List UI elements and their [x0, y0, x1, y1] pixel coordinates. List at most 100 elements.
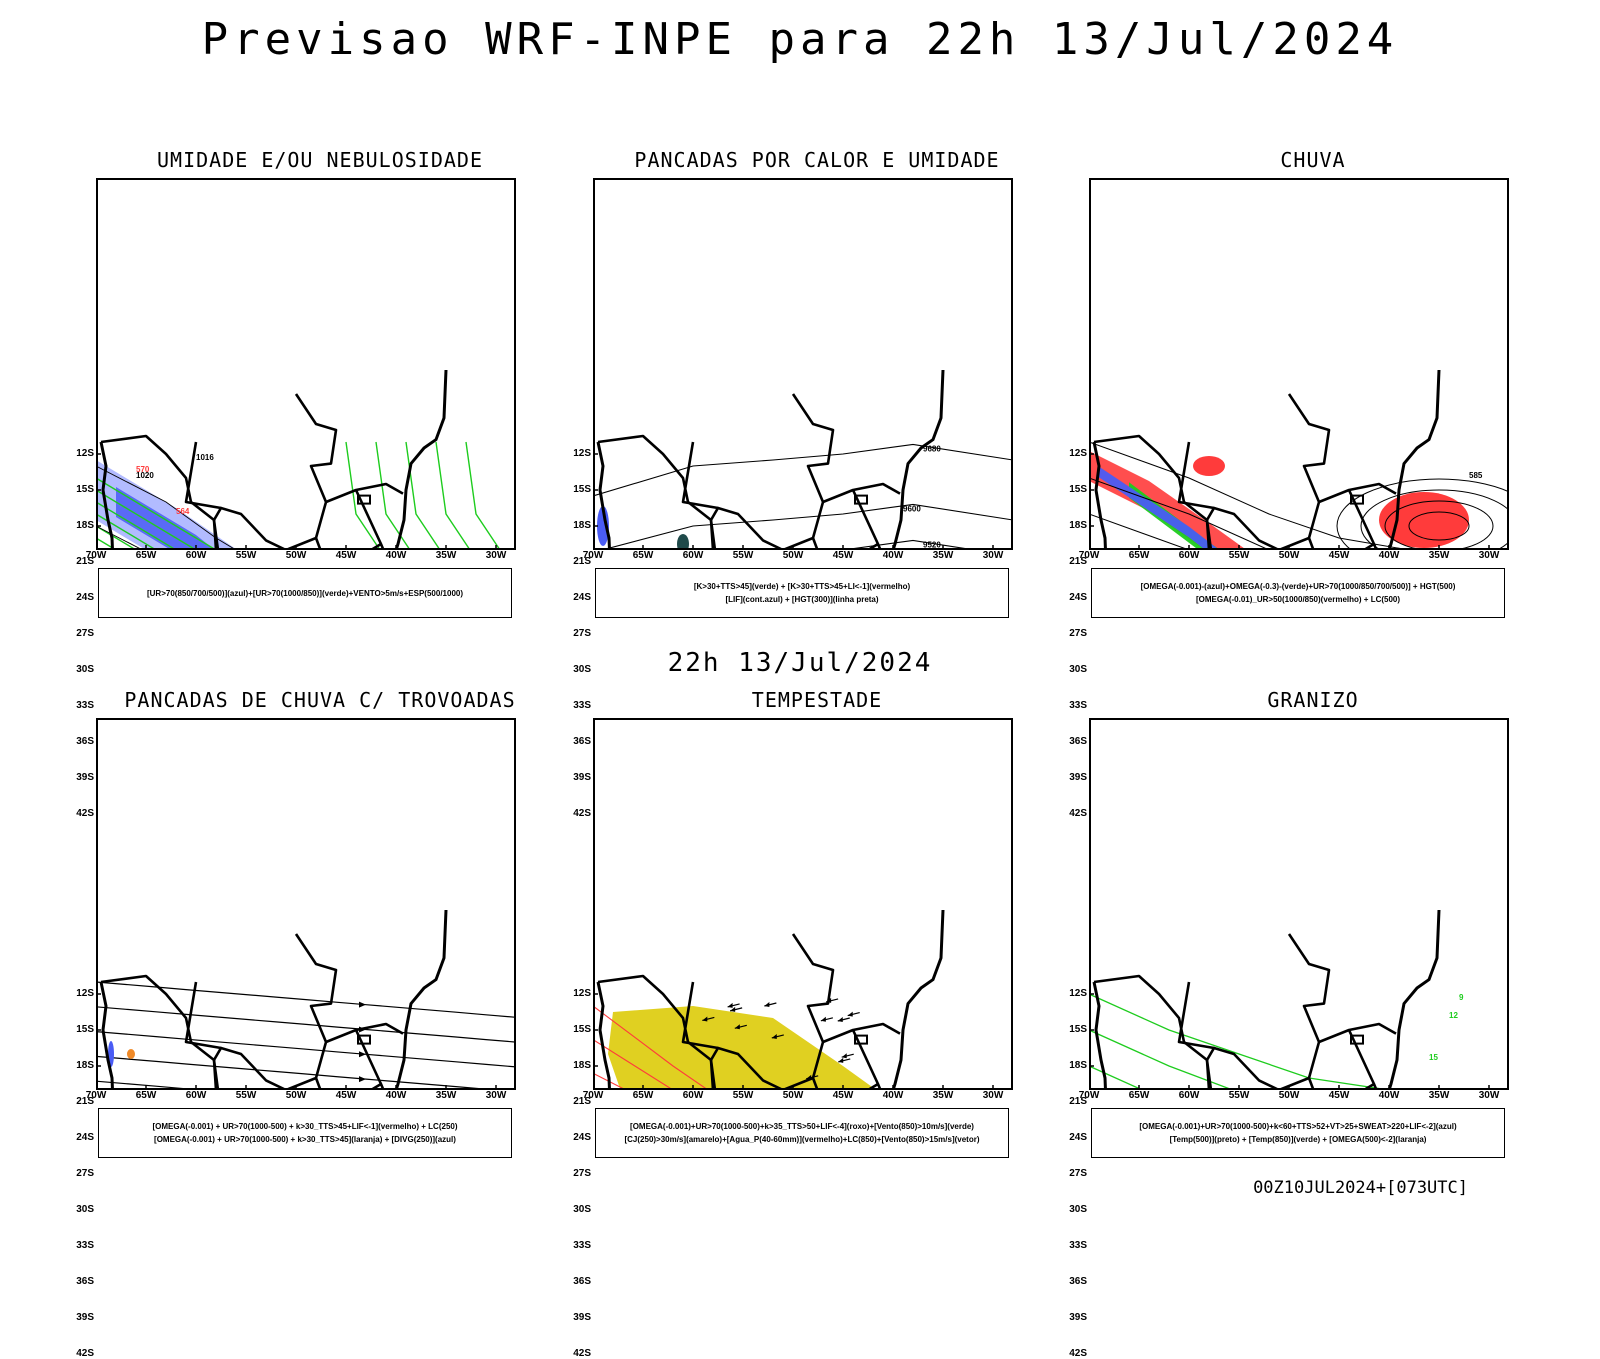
- latitude-label: 27S: [567, 1168, 591, 1179]
- map-panel: UMIDADE E/OU NEBULOSIDADE12S15S18S21S24S…: [70, 148, 570, 628]
- thunderstorm-area: [127, 1049, 135, 1059]
- longitude-label: 60W: [1174, 1090, 1204, 1101]
- longitude-label: 60W: [678, 1090, 708, 1101]
- map-panel: PANCADAS DE CHUVA C/ TROVOADAS12S15S18S2…: [70, 688, 570, 1168]
- map-border: [97, 179, 515, 549]
- longitude-label: 65W: [1124, 550, 1154, 561]
- run-timestamp: 00Z10JUL2024+[073UTC]: [1253, 1178, 1468, 1198]
- map-layers: [96, 910, 516, 1090]
- political-border: [1319, 484, 1396, 502]
- political-border: [853, 490, 890, 550]
- longitude-label: 60W: [181, 1090, 211, 1101]
- latitude-label: 42S: [70, 1348, 94, 1359]
- green-contour: [436, 442, 496, 550]
- panel-title: UMIDADE E/OU NEBULOSIDADE: [70, 148, 570, 172]
- latitude-label: 18S: [1063, 520, 1087, 531]
- longitude-label: 40W: [1374, 550, 1404, 561]
- longitude-label: 70W: [81, 550, 111, 561]
- longitude-label: 50W: [281, 550, 311, 561]
- latitude-label: 33S: [567, 1240, 591, 1251]
- map-panel: PANCADAS POR CALOR E UMIDADE12S15S18S21S…: [567, 148, 1067, 628]
- latitude-label: 33S: [70, 1240, 94, 1251]
- map-frame: 96809600952094409360928092009120: [593, 178, 1013, 550]
- legend-box: [OMEGA(-0.001)+UR>70(1000-500)+k>35_TTS>…: [595, 1108, 1009, 1158]
- latitude-label: 18S: [70, 1060, 94, 1071]
- latitude-label: 15S: [70, 484, 94, 495]
- political-border: [711, 508, 785, 550]
- latitude-label: 30S: [567, 664, 591, 675]
- longitude-label: 45W: [1324, 550, 1354, 561]
- longitude-label: 45W: [331, 1090, 361, 1101]
- latitude-label: 36S: [567, 1276, 591, 1287]
- latitude-label: 15S: [567, 1024, 591, 1035]
- legend-line: [OMEGA(-0.001)+UR>70(1000-500)+k<60+TTS>…: [1139, 1120, 1456, 1133]
- political-border: [1207, 1048, 1281, 1090]
- map-frame: -9-12-15-18-21-21912151821: [1089, 718, 1509, 1090]
- legend-line: [OMEGA(-0.001)+UR>70(1000-500)+k>35_TTS>…: [630, 1120, 974, 1133]
- longitude-label: 70W: [1074, 550, 1104, 561]
- latitude-label: 27S: [1063, 1168, 1087, 1179]
- longitude-label: 65W: [628, 550, 658, 561]
- latitude-label: 18S: [70, 520, 94, 531]
- latitude-label: 15S: [1063, 1024, 1087, 1035]
- latitude-label: 24S: [70, 1132, 94, 1143]
- longitude-label: 45W: [331, 550, 361, 561]
- latitude-label: 15S: [1063, 484, 1087, 495]
- latitude-label: 18S: [1063, 1060, 1087, 1071]
- longitude-label: 40W: [381, 1090, 411, 1101]
- longitude-label: 30W: [978, 1090, 1008, 1101]
- latitude-label: 42S: [567, 1348, 591, 1359]
- latitude-label: 30S: [70, 1204, 94, 1215]
- panel-title: PANCADAS POR CALOR E UMIDADE: [567, 148, 1067, 172]
- political-border: [1279, 934, 1329, 1090]
- map-canvas: [96, 718, 516, 1090]
- latitude-label: 18S: [567, 520, 591, 531]
- map-border: [1090, 719, 1508, 1089]
- latitude-label: 27S: [70, 1168, 94, 1179]
- longitude-label: 35W: [1424, 550, 1454, 561]
- legend-line: [K>30+TTS>45](verde) + [K>30+TTS>45+LI<-…: [694, 580, 910, 593]
- temp850-contour: [1089, 1066, 1509, 1090]
- latitude-label: 36S: [1063, 1276, 1087, 1287]
- map-canvas: 4050: [593, 718, 1013, 1090]
- longitude-label: 50W: [1274, 550, 1304, 561]
- longitude-label: 35W: [928, 1090, 958, 1101]
- legend-line: [OMEGA(-0.01)_UR>50(1000/850)(vermelho) …: [1196, 593, 1400, 606]
- panel-title: GRANIZO: [1063, 688, 1563, 712]
- map-layers: 4050: [593, 910, 1013, 1090]
- latitude-label: 27S: [567, 628, 591, 639]
- svg-text:15: 15: [1429, 1053, 1438, 1062]
- longitude-label: 50W: [281, 1090, 311, 1101]
- political-border: [326, 484, 403, 502]
- hgt300-contour: [593, 444, 1013, 496]
- legend-line: [OMEGA(-0.001) + UR>70(1000-500) + k>30_…: [152, 1120, 457, 1133]
- latitude-label: 36S: [70, 1276, 94, 1287]
- political-border: [783, 394, 833, 550]
- latitude-label: 15S: [70, 1024, 94, 1035]
- longitude-label: 60W: [678, 550, 708, 561]
- map-panel: GRANIZO12S15S18S21S24S27S30S33S36S39S42S…: [1063, 688, 1563, 1168]
- map-canvas: -9-12-15-18-21-21912151821: [1089, 718, 1509, 1090]
- political-border: [1349, 1030, 1386, 1090]
- longitude-label: 60W: [181, 550, 211, 561]
- forecast-time-title: 22h 13/Jul/2024: [0, 648, 1600, 678]
- longitude-label: 35W: [1424, 1090, 1454, 1101]
- longitude-label: 30W: [481, 550, 511, 561]
- legend-box: [OMEGA(-0.001)-(azul)+OMEGA(-0.3)-(verde…: [1091, 568, 1505, 618]
- andes-border: [96, 982, 124, 1090]
- map-panel: CHUVA12S15S18S21S24S27S30S33S36S39S42S70…: [1063, 148, 1563, 628]
- latitude-label: 27S: [70, 628, 94, 639]
- longitude-label: 45W: [828, 1090, 858, 1101]
- coastline: [141, 910, 446, 1090]
- map-layers: 1016102010241028103210265705645585525465…: [96, 370, 516, 550]
- longitude-label: 55W: [1224, 1090, 1254, 1101]
- longitude-label: 50W: [778, 550, 808, 561]
- latitude-label: 12S: [567, 988, 591, 999]
- latitude-label: 33S: [1063, 1240, 1087, 1251]
- map-frame: [96, 718, 516, 1090]
- latitude-label: 12S: [1063, 988, 1087, 999]
- legend-box: [K>30+TTS>45](verde) + [K>30+TTS>45+LI<-…: [595, 568, 1009, 618]
- svg-text:585: 585: [1469, 471, 1483, 480]
- map-layers: -9-12-15-18-21-21912151821: [1089, 910, 1509, 1090]
- legend-line: [Temp(500)](preto) + [Temp(850)](verde) …: [1170, 1133, 1427, 1146]
